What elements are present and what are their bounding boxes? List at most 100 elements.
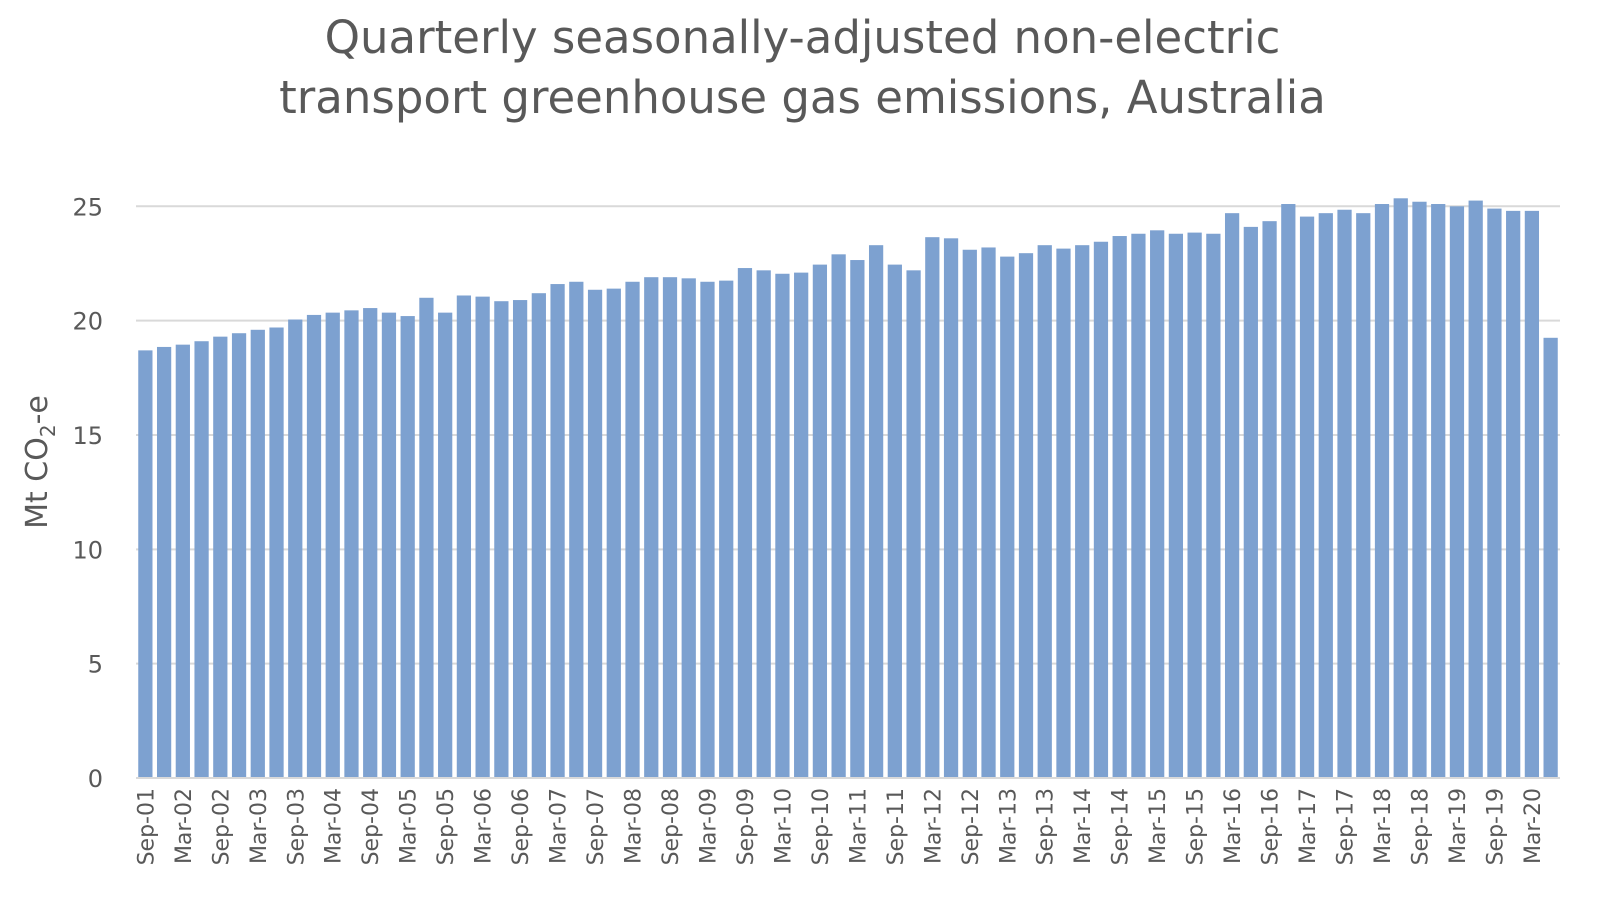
chart-title: Quarterly seasonally-adjusted non-electr…: [0, 8, 1605, 128]
bar: [1281, 204, 1296, 779]
bar: [1318, 213, 1333, 779]
y-tick-label: 5: [88, 651, 103, 679]
bar: [194, 341, 209, 778]
bar: [1524, 210, 1540, 778]
x-tick-label: Sep-03: [284, 788, 309, 865]
bar: [1112, 236, 1127, 779]
x-tick-label: Sep-10: [809, 788, 834, 865]
x-tick-label: Sep-14: [1109, 788, 1134, 865]
x-tick-label: Sep-09: [734, 788, 759, 865]
bar: [812, 264, 828, 778]
x-tick-label: Sep-15: [1184, 788, 1209, 865]
bar: [1224, 213, 1240, 779]
bar: [1150, 230, 1165, 778]
x-tick-label: Sep-05: [434, 788, 459, 865]
x-tick-label: Mar-09: [696, 788, 721, 864]
x-tick-label: Mar-17: [1296, 788, 1321, 864]
bar: [1431, 204, 1446, 779]
bar: [1056, 248, 1071, 778]
bar: [419, 297, 434, 778]
x-tick-label: Mar-06: [472, 788, 497, 864]
bar: [662, 277, 678, 778]
bar: [887, 264, 902, 778]
bar: [981, 247, 996, 778]
chart-title-line-1: Quarterly seasonally-adjusted non-electr…: [324, 11, 1281, 64]
x-tick-label: Mar-19: [1446, 788, 1471, 864]
bar: [1356, 213, 1371, 779]
bar: [438, 312, 453, 778]
x-tick-label: Mar-16: [1221, 788, 1246, 864]
bar: [494, 301, 509, 778]
bar: [1337, 209, 1352, 779]
y-tick-label: 20: [72, 308, 103, 336]
x-tick-label: Sep-04: [359, 788, 384, 865]
bar: [943, 238, 959, 778]
bar: [737, 268, 753, 778]
x-tick-label: Sep-12: [959, 788, 984, 865]
x-tick-label: Sep-11: [884, 788, 909, 865]
bar: [794, 272, 809, 778]
y-tick-label: 25: [72, 193, 103, 221]
bar: [306, 314, 322, 778]
bar: [1168, 233, 1184, 778]
bar: [1093, 241, 1109, 778]
bar: [175, 344, 190, 778]
bar: [138, 350, 153, 778]
y-tick-label: 10: [72, 536, 103, 564]
bar: [213, 336, 228, 778]
x-tick-labels: Sep-01 Mar-02 Sep-02 Mar-03 Sep-03 Mar-04 Sep-…: [134, 788, 1546, 865]
bar: [1131, 233, 1146, 778]
x-tick-label: Mar-14: [1071, 788, 1096, 864]
y-tick-label: 15: [72, 422, 103, 450]
y-axis-label-main: Mt CO: [20, 437, 55, 529]
bar: [569, 281, 584, 778]
bar: [1187, 232, 1202, 779]
chart-title-line-2: transport greenhouse gas emissions, Aust…: [279, 71, 1326, 124]
x-tick-label: Sep-07: [584, 788, 609, 865]
bar: [1468, 200, 1483, 778]
x-tick-label: Sep-01: [134, 788, 159, 865]
bar: [1206, 233, 1221, 778]
y-tick-label: 0: [88, 765, 103, 793]
bar: [925, 237, 940, 778]
bar: [400, 316, 415, 778]
bar: [1543, 337, 1558, 778]
bar: [962, 249, 977, 778]
x-tick-label: Mar-13: [996, 788, 1021, 864]
bar: [512, 300, 528, 778]
x-tick-label: Mar-15: [1146, 788, 1171, 864]
x-tick-label: Mar-04: [322, 788, 347, 864]
bar: [850, 260, 865, 778]
bar: [1075, 245, 1090, 778]
y-axis-label: Mt CO2-e: [20, 395, 60, 529]
bar: [1018, 253, 1034, 778]
x-tick-label: Sep-02: [209, 788, 234, 865]
x-tick-label: Sep-19: [1483, 788, 1508, 865]
bar: [681, 278, 696, 778]
x-tick-label: Sep-16: [1259, 788, 1284, 865]
bar: [868, 245, 884, 778]
bar: [719, 280, 734, 778]
x-tick-label: Sep-18: [1408, 788, 1433, 865]
bar: [550, 284, 565, 778]
bar: [381, 312, 397, 778]
y-tick-labels: 0 5 10 15 20 25: [72, 193, 103, 793]
bar: [456, 295, 472, 778]
bar: [1412, 201, 1427, 779]
bar: [363, 308, 378, 778]
bar: [606, 288, 621, 778]
x-tick-label: Mar-05: [397, 788, 422, 864]
x-tick-label: Mar-02: [172, 788, 197, 864]
bar: [1487, 208, 1502, 778]
bar: [700, 281, 715, 778]
bar: [325, 312, 340, 778]
x-tick-label: Mar-18: [1371, 788, 1396, 864]
x-tick-label: Sep-13: [1034, 788, 1059, 865]
bar: [1374, 204, 1390, 779]
x-tick-label: Mar-03: [247, 788, 272, 864]
bar: [756, 270, 771, 778]
bar: [1299, 216, 1315, 778]
bar: [906, 270, 921, 778]
x-tick-label: Mar-11: [846, 788, 871, 864]
